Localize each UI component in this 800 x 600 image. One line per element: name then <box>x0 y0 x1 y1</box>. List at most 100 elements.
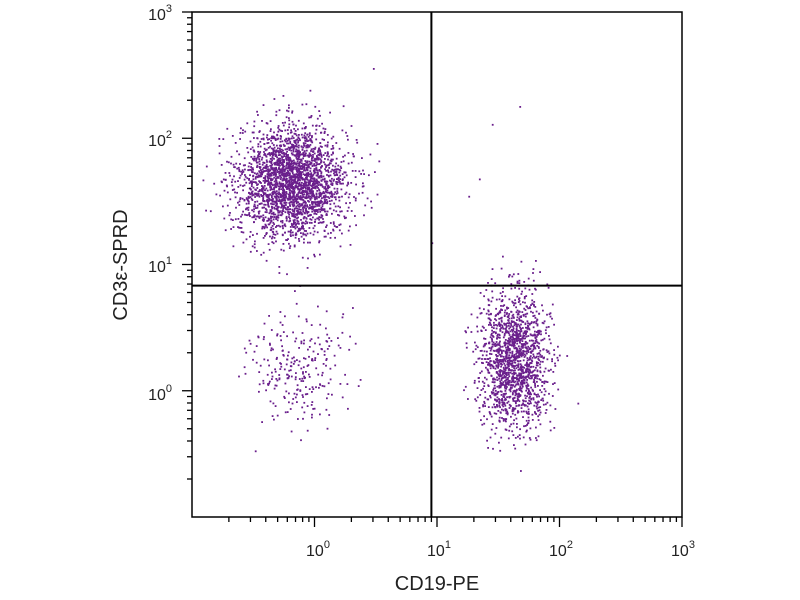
event-dot-pop-0 <box>314 105 317 108</box>
event-dot-pop-0 <box>355 139 358 141</box>
event-dot-pop-0 <box>292 180 295 182</box>
event-dot-pop-0 <box>316 169 319 172</box>
event-dot-pop-2 <box>522 399 525 402</box>
event-dot-pop-0 <box>270 162 273 165</box>
event-dot-pop-0 <box>287 142 290 145</box>
event-dot-pop-2 <box>534 374 537 377</box>
event-dot-pop-1 <box>341 316 344 319</box>
event-dot-pop-0 <box>293 214 295 217</box>
event-dot-pop-0 <box>243 199 246 202</box>
event-dot-pop-0 <box>237 201 239 204</box>
event-dot-pop-0 <box>301 222 304 224</box>
event-dot-pop-0 <box>289 217 291 220</box>
event-dot-pop-2 <box>513 367 516 370</box>
event-dot-pop-2 <box>511 355 513 357</box>
event-dot-pop-0 <box>290 163 293 166</box>
event-dot-pop-2 <box>498 336 501 339</box>
event-dot-pop-0 <box>261 225 264 228</box>
event-dot-pop-2 <box>521 368 524 371</box>
event-dot-pop-0 <box>293 209 296 211</box>
event-dot-pop-0 <box>261 163 264 166</box>
event-dot-pop-0 <box>299 195 302 197</box>
event-dot-pop-2 <box>529 392 531 395</box>
event-dot-pop-2 <box>495 364 498 367</box>
event-dot-pop-0 <box>324 186 327 188</box>
event-dot-pop-0 <box>310 115 313 117</box>
event-dot-pop-1 <box>303 339 305 342</box>
event-dot-pop-0 <box>296 166 299 169</box>
event-dot-pop-0 <box>276 219 279 222</box>
event-dot-pop-2 <box>496 335 499 337</box>
event-dot-pop-0 <box>260 253 263 256</box>
event-dot-pop-2 <box>489 349 492 352</box>
event-dot-pop-0 <box>291 169 293 172</box>
event-dot-pop-1 <box>314 359 316 361</box>
event-dot-pop-0 <box>335 170 338 172</box>
event-dot-pop-0 <box>271 235 274 238</box>
event-dot-pop-0 <box>288 162 290 164</box>
event-dot-pop-0 <box>230 218 233 221</box>
event-dot-pop-2 <box>518 300 521 302</box>
event-dot-pop-0 <box>289 172 291 175</box>
event-dot-pop-0 <box>318 149 321 152</box>
event-dot-pop-2 <box>529 438 532 441</box>
event-dot-pop-2 <box>527 373 530 376</box>
event-dot-pop-2 <box>520 319 523 322</box>
event-dot-pop-2 <box>548 313 551 316</box>
event-dot-pop-0 <box>300 227 303 230</box>
event-dot-pop-2 <box>536 407 538 410</box>
event-dot-pop-1 <box>303 411 306 414</box>
event-dot-pop-0 <box>262 187 265 189</box>
event-dot-pop-2 <box>520 355 523 358</box>
event-dot-pop-2 <box>526 405 529 408</box>
event-dot-pop-2 <box>496 337 498 340</box>
event-dot-pop-0 <box>298 158 301 161</box>
event-dot-pop-2 <box>506 381 509 384</box>
event-dot-pop-2 <box>508 425 511 428</box>
event-dot-pop-1 <box>294 376 297 379</box>
event-dot-pop-0 <box>262 161 265 164</box>
event-dot-pop-0 <box>272 191 274 193</box>
event-dot-pop-0 <box>267 179 270 182</box>
event-dot-pop-2 <box>516 280 519 283</box>
event-dot-pop-0 <box>312 147 315 150</box>
event-dot-pop-0 <box>262 220 265 222</box>
event-dot-pop-2 <box>513 330 516 333</box>
event-dot-pop-2 <box>539 360 542 363</box>
event-dot-pop-2 <box>494 432 497 435</box>
event-dot-pop-2 <box>481 354 484 357</box>
event-dot-pop-1 <box>307 364 310 366</box>
event-dot-pop-2 <box>516 342 519 345</box>
event-dot-pop-2 <box>514 357 517 360</box>
event-dot-pop-1 <box>281 324 284 326</box>
event-dot-pop-0 <box>287 197 290 200</box>
event-dot-pop-2 <box>540 339 543 342</box>
event-dot-pop-0 <box>281 206 284 208</box>
event-dot-pop-0 <box>321 178 324 181</box>
event-dot-pop-2 <box>524 394 526 397</box>
event-dot-pop-0 <box>295 182 298 185</box>
event-dot-pop-1 <box>262 379 265 382</box>
event-dot-pop-0 <box>360 173 362 175</box>
event-dot-pop-2 <box>527 416 530 419</box>
event-dot-pop-0 <box>337 214 339 216</box>
event-dot-pop-0 <box>331 145 334 147</box>
event-dot-pop-2 <box>523 379 526 382</box>
event-dot-pop-2 <box>542 357 545 359</box>
event-dot-pop-2 <box>502 359 504 362</box>
event-dot-pop-1 <box>292 363 295 365</box>
event-dot-pop-1 <box>259 364 262 367</box>
event-dot-pop-0 <box>305 103 308 106</box>
event-dot-pop-0 <box>256 176 259 179</box>
event-dot-pop-2 <box>501 331 504 334</box>
event-dot-pop-0 <box>305 144 308 147</box>
event-dot-pop-0 <box>229 198 232 201</box>
event-dot-pop-0 <box>283 161 286 164</box>
event-dot-pop-0 <box>255 193 257 196</box>
event-dot-pop-0 <box>265 194 268 197</box>
event-dot-pop-0 <box>284 225 287 228</box>
event-dot-pop-0 <box>305 138 308 141</box>
event-dot-pop-2 <box>492 447 494 450</box>
event-dot-pop-1 <box>290 430 293 433</box>
event-dot-pop-2 <box>534 340 537 342</box>
